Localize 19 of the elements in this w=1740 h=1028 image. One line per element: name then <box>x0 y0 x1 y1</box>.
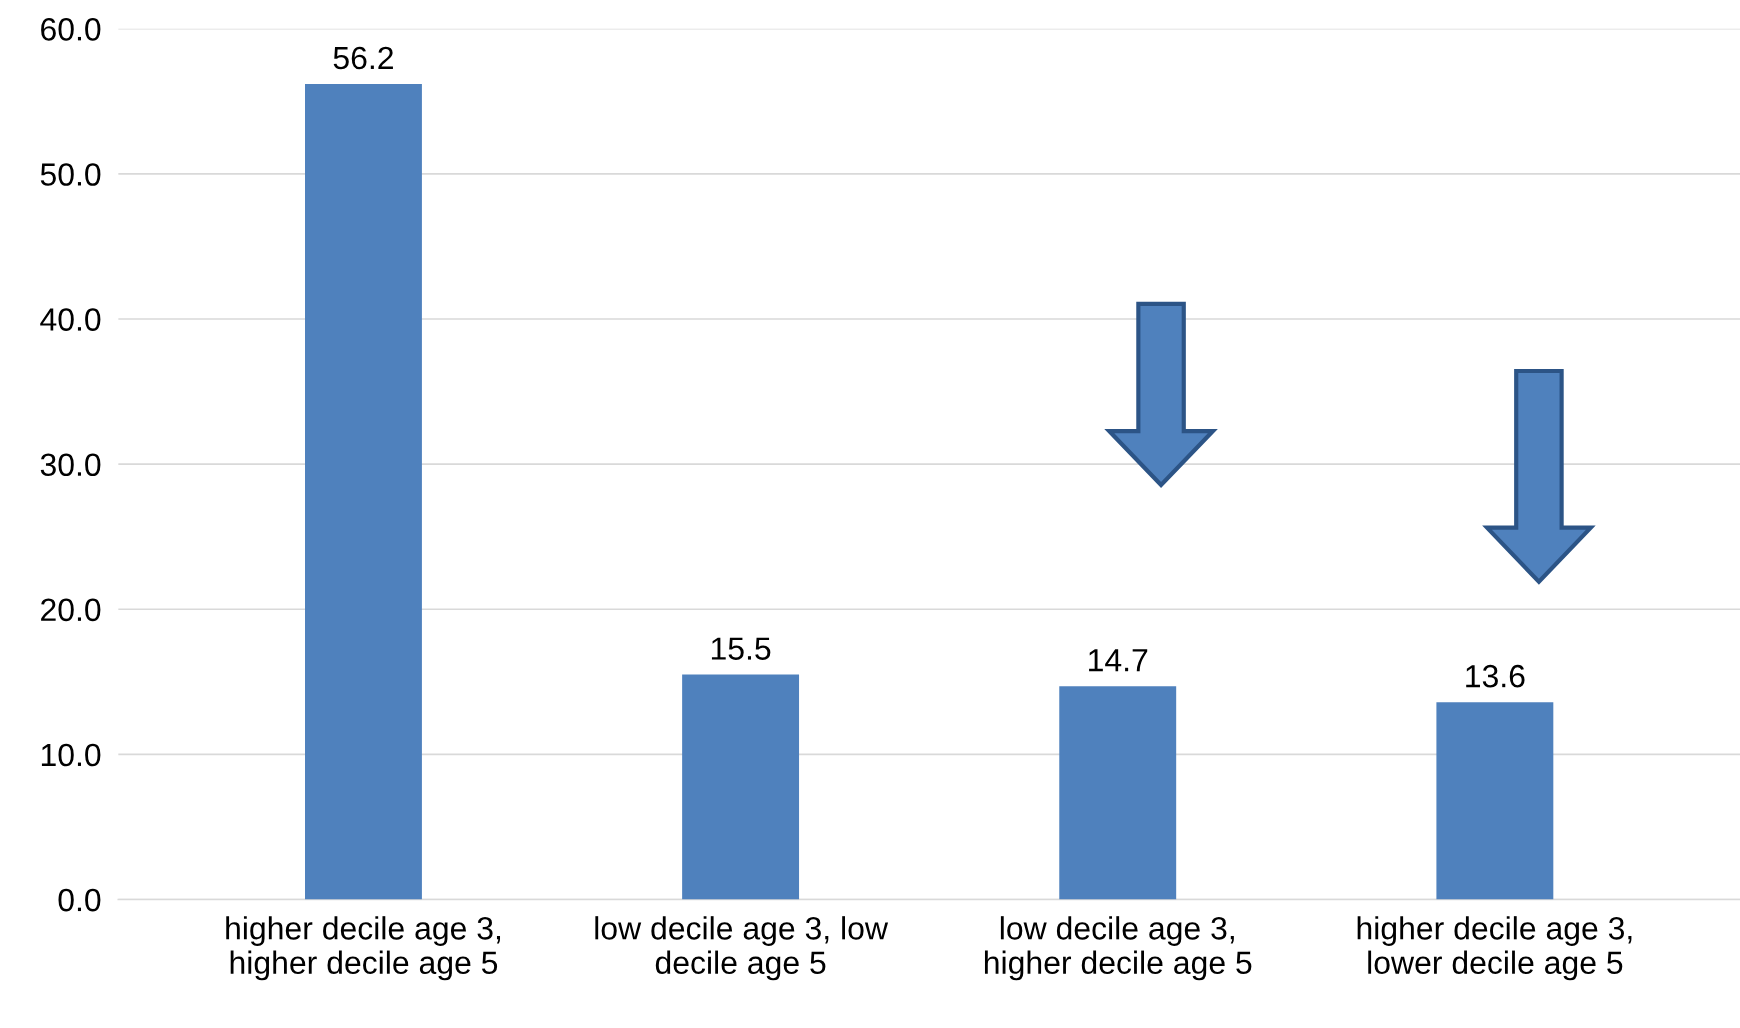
y-tick-label: 40.0 <box>40 308 101 331</box>
y-tick-label: 0.0 <box>58 888 101 912</box>
x-tick-label: higher decile age 3, higher decile age 5 <box>226 916 501 981</box>
data-label: 13.6 <box>1466 664 1525 688</box>
bar <box>305 83 422 900</box>
y-tick-label: 20.0 <box>41 598 101 622</box>
bar <box>1436 702 1554 900</box>
y-tick-label: 10.0 <box>41 743 101 767</box>
y-tick-label: 50.0 <box>40 163 101 186</box>
y-tick-label: 60.0 <box>41 18 101 41</box>
data-label: 15.5 <box>711 637 771 660</box>
y-tick-label: 30.0 <box>40 453 101 477</box>
x-tick-label: low decile age 3, low decile age 5 <box>595 916 889 981</box>
bar <box>1059 686 1177 900</box>
data-label: 14.7 <box>1089 649 1148 672</box>
x-tick-label: low decile age 3, higher decile age 5 <box>984 916 1252 981</box>
bar <box>682 674 800 900</box>
data-label: 56.2 <box>333 46 393 70</box>
x-tick-label: higher decile age 3, lower decile age 5 <box>1357 916 1632 981</box>
